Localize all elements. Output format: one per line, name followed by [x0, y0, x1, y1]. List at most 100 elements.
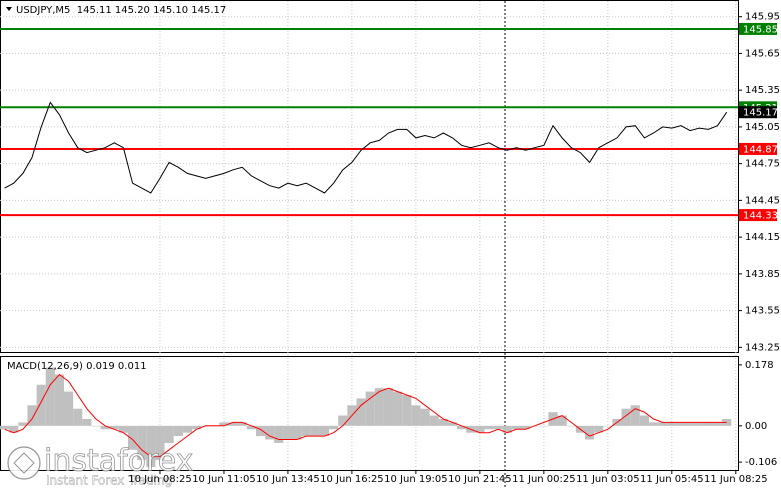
macd-bar	[639, 415, 649, 426]
header-arrow	[6, 7, 12, 11]
macd-bar	[438, 418, 448, 426]
macd-bar	[301, 425, 311, 437]
macd-bar	[676, 422, 686, 426]
macd-bar	[27, 405, 37, 426]
macd-bar	[621, 408, 631, 426]
macd-bar	[109, 425, 119, 430]
macd-bar	[393, 391, 403, 426]
level-label-box	[739, 22, 777, 35]
grid	[0, 1, 738, 470]
macd-bar	[584, 425, 595, 440]
macd-bar	[712, 422, 723, 426]
macd-bar	[219, 422, 229, 426]
y-tick-label: 0.178	[745, 360, 774, 371]
macd-bar	[173, 425, 183, 437]
macd-bar	[319, 425, 330, 437]
macd-bar	[557, 415, 567, 426]
level-label-box	[739, 142, 777, 155]
y-tick-label: 145.95	[745, 12, 780, 23]
macd-bar	[457, 425, 467, 430]
x-tick-label: 10 Jun 13:45	[256, 474, 320, 485]
x-tick-label: 11 Jun 00:25	[512, 474, 576, 485]
macd-bar	[648, 422, 659, 426]
macd-bar	[356, 398, 366, 426]
macd-bar	[36, 384, 46, 426]
macd-bar	[402, 395, 412, 426]
macd-bar	[329, 425, 339, 430]
macd-bar	[511, 425, 522, 430]
watermark-brand: instaforex	[44, 444, 193, 479]
last-price-label: 145.17	[743, 108, 778, 119]
macd-bar	[155, 425, 165, 461]
macd-bar	[54, 374, 65, 426]
macd-bar	[603, 425, 613, 427]
y-tick-label: 145.05	[745, 122, 780, 133]
macd-bar	[658, 422, 668, 426]
macd-bar	[45, 367, 55, 426]
level-label: 144.33	[743, 211, 778, 222]
macd-bar	[265, 425, 275, 440]
chart-title: USDJPY,M5 145.11 145.20 145.10 145.17	[16, 5, 226, 16]
level-label: 144.87	[743, 144, 778, 155]
macd-bar	[64, 391, 74, 426]
plot	[0, 27, 738, 467]
x-tick-label: 10 Jun 21:45	[448, 474, 512, 485]
macd-bar	[429, 415, 439, 426]
macd-bar	[146, 425, 156, 467]
macd-bar	[9, 425, 19, 433]
macd-bar	[594, 425, 604, 433]
y-tick-label: 144.45	[745, 195, 780, 206]
last-price-box	[739, 106, 777, 119]
macd-bar	[100, 425, 110, 430]
macd-bar	[694, 422, 704, 426]
macd-bar	[255, 425, 266, 437]
level-label: 145.85	[743, 24, 778, 35]
macd-bar	[383, 388, 394, 426]
macd-bar	[374, 388, 384, 426]
x-tick-label: 10 Jun 16:25	[320, 474, 384, 485]
macd-bar	[502, 425, 512, 433]
macd-bar	[118, 425, 128, 433]
level-label-box	[739, 209, 777, 222]
y-tick-label: 143.85	[745, 269, 780, 280]
y-tick-label: 145.35	[745, 85, 780, 96]
logo	[7, 446, 41, 480]
macd-bar	[164, 425, 174, 443]
macd-bar	[283, 425, 293, 440]
macd-bar	[310, 425, 320, 437]
y-tick-label: 0.00	[745, 421, 767, 432]
macd-bar	[338, 415, 348, 426]
macd-bar	[484, 425, 494, 430]
macd-bar	[667, 422, 677, 426]
x-tick-label: 10 Jun 19:05	[384, 474, 448, 485]
macd-bar	[703, 422, 713, 426]
macd-bar	[0, 425, 10, 430]
macd-bar	[685, 422, 695, 426]
macd-bar	[411, 405, 421, 426]
macd-bar	[228, 422, 238, 426]
macd-bar	[365, 391, 375, 426]
macd-bar	[182, 425, 192, 433]
macd-bar	[18, 422, 28, 426]
watermark-tagline: Instant Forex Trading	[46, 474, 172, 488]
x-tick-label: 11 Jun 05:45	[640, 474, 704, 485]
y-tick-label: 144.75	[745, 159, 780, 170]
macd-bar	[292, 425, 302, 440]
price-panel-frame	[0, 0, 739, 353]
macd-bar	[137, 425, 147, 461]
macd-bar	[91, 425, 101, 427]
y-tick-label: 144.15	[745, 232, 780, 243]
x-tick-label: 10 Jun 11:05	[192, 474, 256, 485]
y-tick-label: -0.106	[745, 457, 777, 468]
macd-bar	[475, 425, 485, 433]
macd-bar	[447, 422, 458, 426]
macd-bar	[246, 425, 256, 430]
signal-line	[4, 373, 727, 458]
macd-bar	[493, 425, 503, 430]
macd-bar	[274, 425, 284, 443]
macd-bar	[566, 425, 576, 427]
macd-bar	[82, 418, 92, 426]
x-tick-label: 10 Jun 08:25	[128, 474, 192, 485]
macd-bar	[630, 405, 640, 426]
